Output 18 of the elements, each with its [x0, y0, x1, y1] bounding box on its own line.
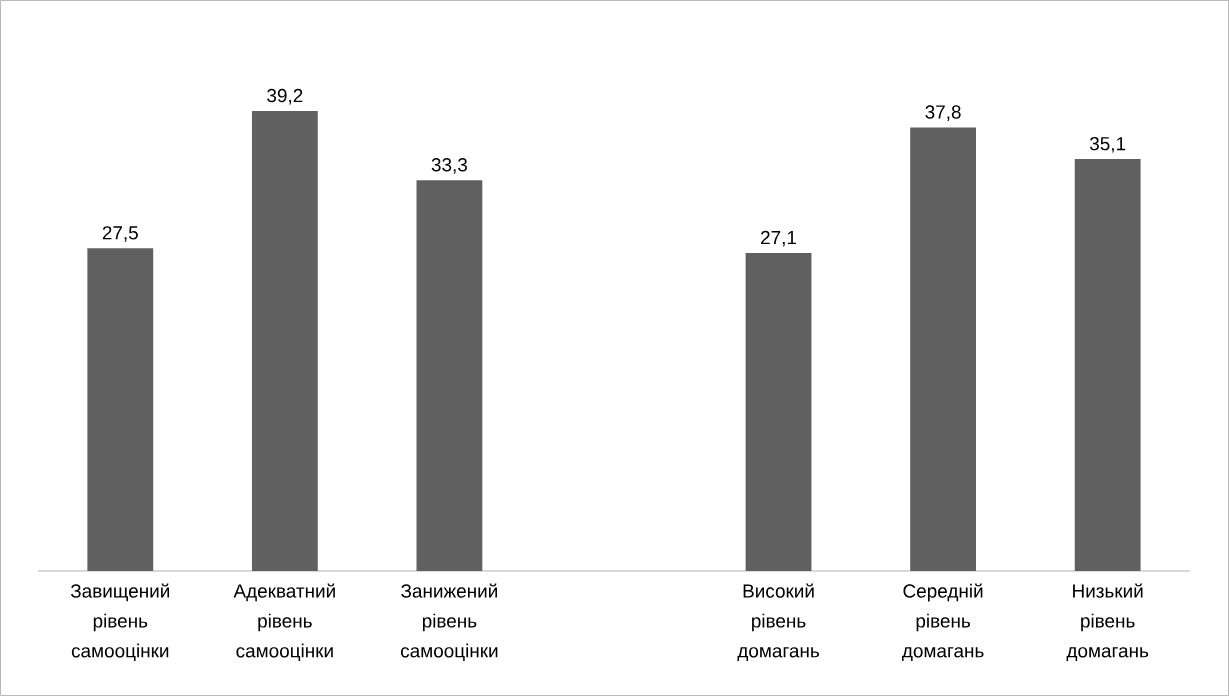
data-label: 37,8 [925, 105, 961, 121]
bar [251, 110, 318, 571]
data-label: 39,2 [267, 88, 303, 105]
x-tick-label: Занижений рівень самооцінки [401, 583, 498, 662]
x-tick-label: Завищений рівень самооцінки [70, 583, 170, 662]
data-label: 35,1 [1089, 136, 1126, 153]
bar [745, 252, 812, 571]
bar [1074, 159, 1141, 571]
data-label: 27,1 [761, 230, 797, 247]
bar [416, 180, 483, 571]
x-tick-label: Високий рівень домагань [737, 583, 819, 662]
bar [910, 127, 976, 571]
x-tick-label: Низький рівень домагань [1066, 583, 1149, 662]
x-tick-label: Адекватний рівень самооцінки [233, 583, 335, 662]
data-label: 33,3 [431, 158, 467, 174]
data-label: 27,5 [102, 226, 138, 242]
x-tick-label: Середній рівень домагань [902, 583, 984, 662]
bar [87, 248, 154, 571]
